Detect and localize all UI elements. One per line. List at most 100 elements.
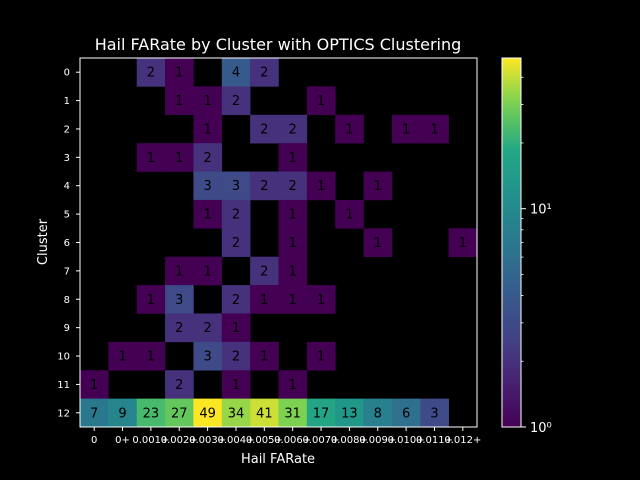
y-tick-label: 5 [64,210,70,221]
heatmap-cell [221,228,251,257]
y-tick-label: 8 [64,295,70,306]
cell-value-label: 1 [203,94,211,109]
heatmap-cell [250,114,279,144]
heatmap-cell [335,199,364,229]
heatmap-cell [250,171,279,201]
x-tick-label: 0.002+ [161,435,198,446]
heatmap-cell [250,398,279,428]
cell-value-label: 31 [284,406,301,421]
heatmap-cell [165,285,194,314]
x-axis: 0 0+ 0.001+0.002+0.003+0.004+0.005+0.006+0… [91,427,481,446]
heatmap-cell [278,398,308,428]
heatmap-cell [165,58,194,87]
cell-value-label: 1 [374,179,382,194]
cell-value-label: 2 [175,378,183,393]
cell-value-label: 23 [143,406,160,421]
heatmap-cell [136,143,166,172]
heatmap-cell [108,398,138,428]
cell-value-label: 17 [313,406,330,421]
cell-value-label: 1 [147,350,155,365]
cell-value-label: 2 [232,208,240,223]
heatmap-cell [136,285,166,314]
x-tick-label: 0.003+ [189,435,226,446]
cell-value-label: 1 [289,208,297,223]
cell-value-label: 2 [232,350,240,365]
heatmap-cell [193,398,223,428]
x-tick-label: 0.004+ [217,435,254,446]
heatmap-cell [165,143,194,172]
x-axis-label: Hail FARate [241,452,315,467]
cell-value-label: 1 [345,208,353,223]
y-tick-label: 2 [64,124,70,135]
cell-value-label: 1 [203,264,211,279]
colorbar: 10⁰ 10¹ [501,57,552,436]
heatmap-cell [221,171,251,201]
cell-value-label: 4 [232,66,240,81]
x-tick-label: 0.006+ [274,435,311,446]
cell-value-label: 3 [203,179,211,194]
cell-value-label: 2 [232,236,240,251]
heatmap-cell [193,171,223,201]
x-tick-label: 0.011+ [416,435,453,446]
cell-value-label: 1 [289,236,297,251]
x-tick-label: 0.012+ [444,435,481,446]
heatmap-cell [391,398,421,428]
cell-value-label: 2 [260,66,268,81]
x-tick-label: 0.007+ [303,435,340,446]
cell-value-label: 1 [175,94,183,109]
heatmap-cell [278,370,308,399]
heatmap-cell [363,171,393,201]
cell-value-label: 1 [260,293,268,308]
y-tick-label: 9 [64,323,70,334]
heatmap-cell [221,398,251,428]
cell-value-label: 2 [260,179,268,194]
heatmap-cell [363,398,393,428]
cell-value-label: 1 [175,151,183,166]
cell-value-label: 41 [256,406,273,421]
heatmap-cell [391,114,421,144]
cell-value-label: 1 [430,122,438,137]
heatmap-cell [278,114,308,144]
heatmap-cell [306,285,336,314]
cell-value-label: 1 [374,236,382,251]
colorbar-tick-label: 10¹ [530,203,552,218]
cell-value-label: 2 [289,179,297,194]
heatmap-cell [193,199,223,229]
cell-value-label: 1 [175,264,183,279]
heatmap-cell [193,114,223,144]
y-tick-label: 4 [64,181,70,192]
heatmap-cell [165,256,194,286]
heatmap-cell [306,341,336,371]
heatmap-cell [165,398,194,428]
heatmap-cell [136,398,166,428]
heatmap-cell [221,313,251,343]
cell-value-label: 1 [147,293,155,308]
heatmap-cell [193,143,223,172]
x-tick-label: 0.010+ [388,435,425,446]
cell-value-label: 3 [232,179,240,194]
cell-value-label: 2 [203,151,211,166]
cell-value-label: 1 [175,66,183,81]
heatmap-cell [136,341,166,371]
heatmap-cell [250,341,279,371]
cell-value-label: 2 [147,66,155,81]
cell-value-label: 1 [118,350,126,365]
heatmap-cell [165,370,194,399]
cell-value-label: 1 [289,378,297,393]
cell-value-label: 1 [289,264,297,279]
cell-value-label: 1 [232,321,240,336]
cell-value-label: 1 [147,151,155,166]
cell-value-label: 1 [289,151,297,166]
cell-value-label: 1 [317,293,325,308]
heatmap-cell [80,398,109,428]
heatmap-cell [335,398,364,428]
heatmap-cell [306,171,336,201]
x-tick-label: 0.005+ [246,435,283,446]
cell-value-label: 2 [232,94,240,109]
cell-value-label: 1 [203,122,211,137]
x-tick-label: 0 [91,435,97,446]
heatmap-cell [165,313,194,343]
heatmap-cell [221,86,251,116]
heatmap-cell [221,341,251,371]
